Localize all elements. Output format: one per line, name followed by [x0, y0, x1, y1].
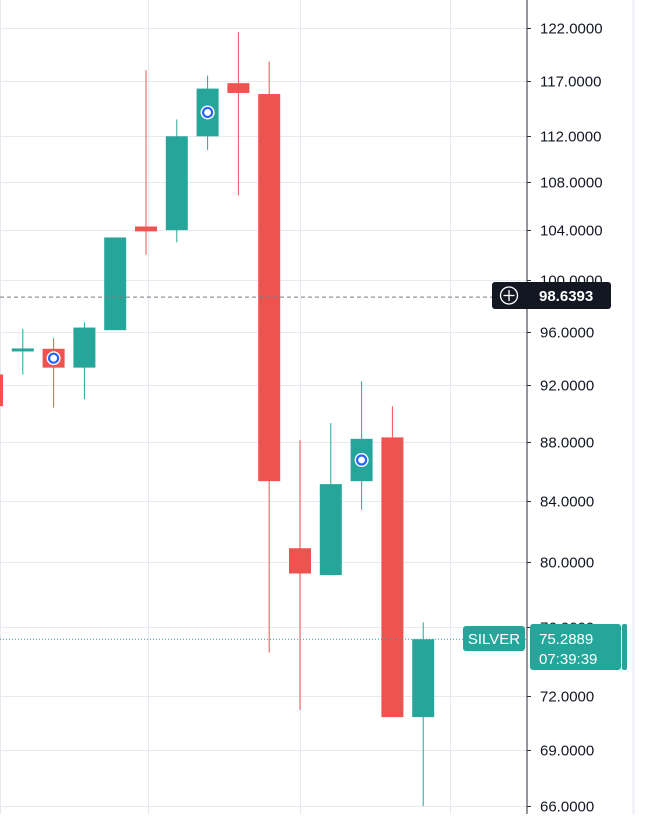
- y-tick-label: 84.0000: [540, 494, 594, 511]
- candle-7: [196, 75, 219, 150]
- candle-6: [165, 119, 188, 243]
- y-tick-label: 122.0000: [540, 21, 603, 38]
- candle-body: [381, 437, 404, 718]
- candle-5: [135, 70, 157, 255]
- y-tick-label: 117.0000: [540, 74, 601, 91]
- candle-14: [412, 622, 435, 806]
- y-tick-label: 66.0000: [540, 799, 594, 815]
- candle-body: [165, 136, 188, 231]
- candle-body: [227, 83, 250, 93]
- crosshair-price-label-bg: [492, 282, 611, 309]
- candle-body: [289, 548, 311, 574]
- add-alert-plus-icon[interactable]: [499, 286, 519, 305]
- candle-body: [258, 94, 281, 482]
- candles-layer: [0, 32, 435, 806]
- candle-body: [104, 237, 127, 331]
- event-marker-ring: [202, 106, 214, 119]
- candle-4: [104, 237, 127, 331]
- price-axis-scrollbar[interactable]: [632, 0, 635, 814]
- crosshair-price-label[interactable]: 98.6393: [492, 282, 611, 309]
- candle-body: [412, 639, 435, 718]
- y-tick-label: 88.0000: [540, 435, 594, 452]
- candle-body: [73, 327, 96, 368]
- candle-10: [289, 440, 311, 710]
- candle-12: [350, 381, 373, 510]
- last-price-axis-marker: [622, 624, 627, 670]
- candle-body: [11, 348, 34, 352]
- candle-9: [258, 61, 281, 653]
- y-tick-label: 92.0000: [540, 378, 594, 395]
- candle-body: [135, 226, 157, 232]
- candle-2: [42, 338, 65, 408]
- candle-body: [319, 484, 342, 576]
- symbol-price-label[interactable]: SILVER 75.2889 07:39:39: [463, 624, 627, 670]
- crosshair-price-value: 98.6393: [539, 288, 593, 305]
- y-tick-label: 104.0000: [540, 223, 603, 240]
- symbol-tag-bg: [463, 626, 525, 651]
- y-tick-label: 72.0000: [540, 689, 594, 706]
- y-tick-label: 108.0000: [540, 175, 603, 192]
- event-marker-ring: [47, 352, 60, 364]
- candle-3: [73, 322, 96, 400]
- y-tick-label: 112.0000: [540, 129, 601, 146]
- last-price-value: 75.2889: [539, 631, 593, 648]
- y-tick-label: 96.0000: [540, 325, 594, 342]
- candle-1: [11, 328, 34, 375]
- symbol-tag: SILVER: [468, 631, 520, 648]
- y-tick-label: 80.0000: [540, 555, 594, 572]
- candle-8: [227, 32, 250, 196]
- event-marker-ring: [356, 454, 368, 466]
- candle-body: [0, 374, 3, 407]
- candle-0: [0, 374, 3, 407]
- y-tick-label: 69.0000: [540, 743, 594, 760]
- last-price-label-bg: [530, 624, 621, 670]
- candle-13: [381, 406, 404, 718]
- bar-countdown: 07:39:39: [539, 651, 597, 668]
- price-axis[interactable]: 122.0000 117.0000 112.0000 108.0000 104.0000…: [527, 21, 603, 816]
- candle-11: [319, 423, 342, 576]
